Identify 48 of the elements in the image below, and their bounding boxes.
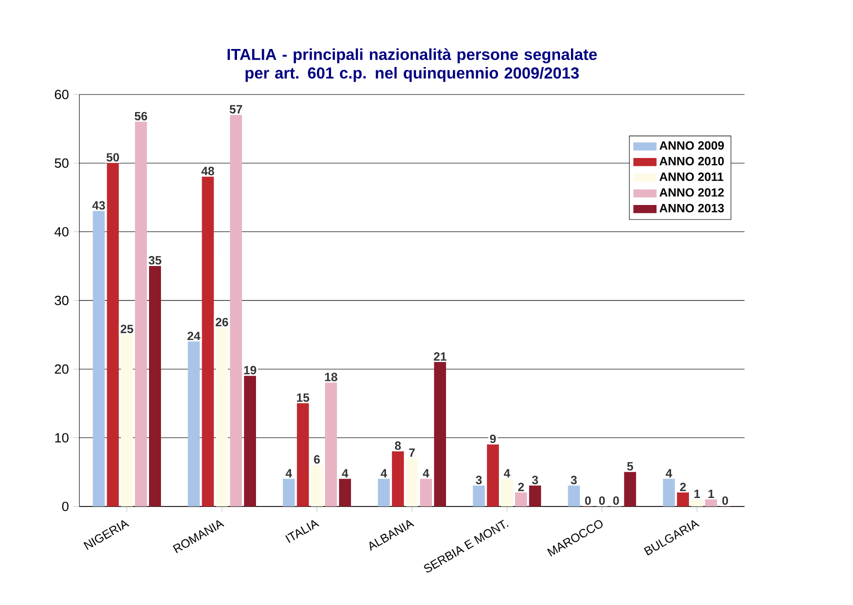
data-label: 2 <box>680 482 686 492</box>
data-label: 4 <box>422 469 430 478</box>
data-label: 8 <box>394 442 401 450</box>
data-label: 5 <box>627 462 634 471</box>
data-label: 18 <box>325 372 338 382</box>
legend-label: ANNO 2010 <box>660 157 724 166</box>
data-label: 24 <box>188 332 200 340</box>
data-label: 35 <box>148 256 162 265</box>
data-label: 3 <box>570 476 577 484</box>
data-label: 7 <box>409 448 415 457</box>
data-label: 1 <box>708 490 714 498</box>
data-label: 9 <box>490 434 496 444</box>
chart-title: ITALIA - principali nazionalità persone segnalate per art. 601 c.p. nel quinquennio 2009/2013 <box>228 48 597 82</box>
y-tick-label: 60 <box>54 90 68 100</box>
data-label: 26 <box>216 318 228 326</box>
legend-label: ANNO 2011 <box>660 172 724 182</box>
data-label: 43 <box>92 201 105 210</box>
y-tick-label: 20 <box>54 364 68 374</box>
data-label: 56 <box>134 112 148 121</box>
data-label: 4 <box>342 469 348 478</box>
data-label: 19 <box>244 366 256 375</box>
data-label: 4 <box>666 469 672 478</box>
data-label: 48 <box>201 166 214 176</box>
data-label: 25 <box>120 324 134 334</box>
data-label: 0 <box>585 496 591 505</box>
data-label: 4 <box>504 469 510 478</box>
data-label: 57 <box>230 105 242 114</box>
data-label: 21 <box>434 352 446 361</box>
y-tick-label: 50 <box>54 158 68 168</box>
data-label: 0 <box>722 496 728 505</box>
data-label: 0 <box>599 496 605 505</box>
data-label: 4 <box>380 469 388 478</box>
data-label: 2 <box>518 482 524 492</box>
y-tick-label: 30 <box>54 296 68 306</box>
y-tick-label: 10 <box>55 433 68 443</box>
data-label: 3 <box>476 476 482 484</box>
legend-label: ANNO 2012 <box>660 188 724 197</box>
data-label: 6 <box>314 455 320 464</box>
legend-label: ANNO 2009 <box>660 141 724 150</box>
data-label: 0 <box>613 496 619 505</box>
data-label: 15 <box>296 394 310 402</box>
legend-label: ANNO 2013 <box>660 204 724 212</box>
y-tick-label: 40 <box>54 227 68 237</box>
y-tick-label: 0 <box>62 502 68 512</box>
data-label: 3 <box>532 476 538 484</box>
data-label: 4 <box>286 469 292 478</box>
data-label: 50 <box>106 153 119 162</box>
data-label: 1 <box>694 490 700 498</box>
